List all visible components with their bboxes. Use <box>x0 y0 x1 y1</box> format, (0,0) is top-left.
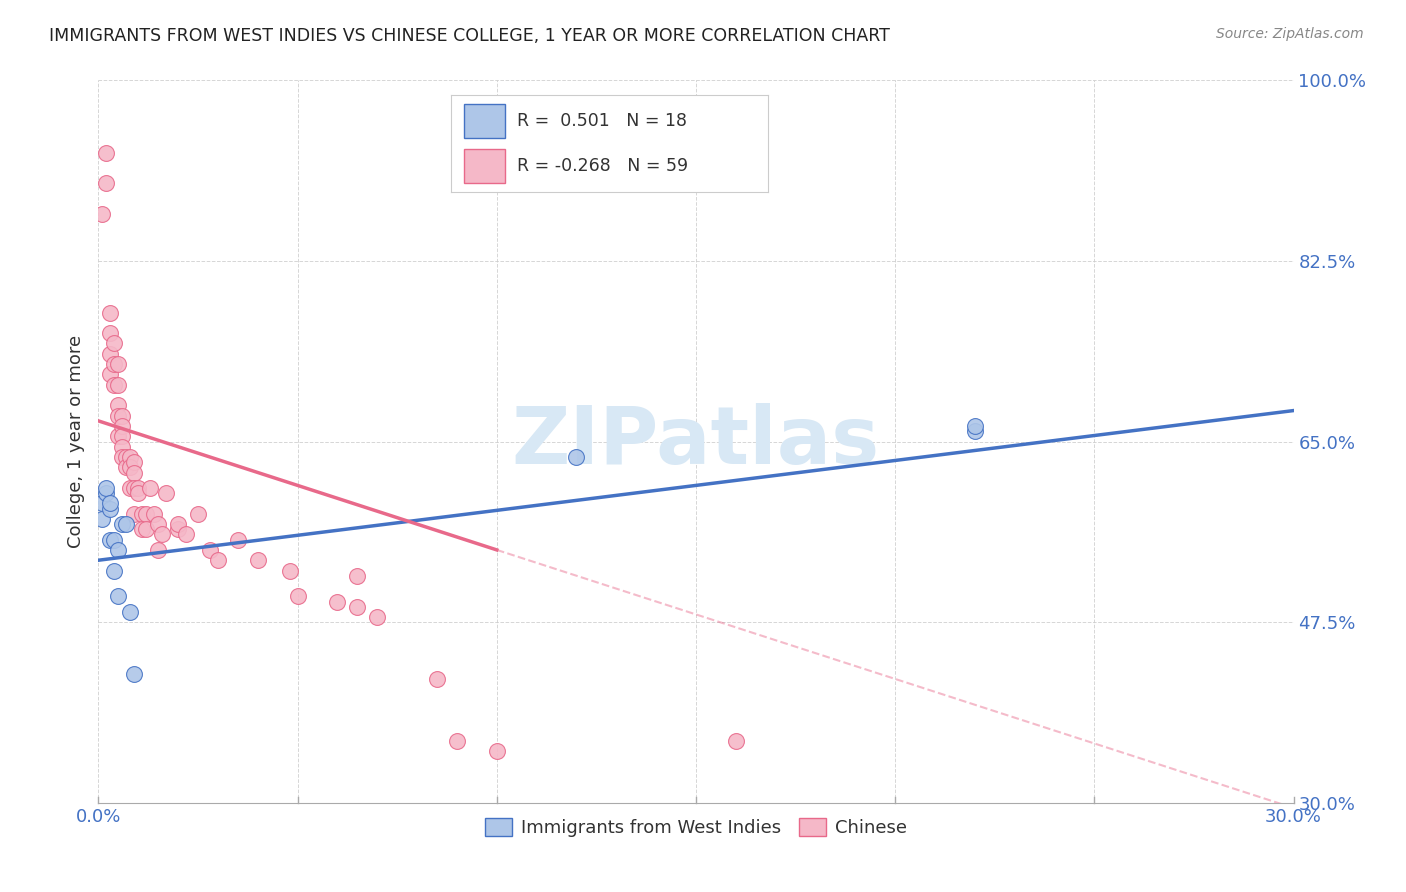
Point <box>96 177 118 191</box>
Point <box>167 517 190 532</box>
Point <box>98 347 122 361</box>
Point <box>124 455 146 469</box>
Point <box>148 542 170 557</box>
Point <box>96 486 118 500</box>
Point <box>107 409 129 423</box>
Point <box>155 486 177 500</box>
Point <box>174 527 197 541</box>
Point <box>98 368 122 382</box>
Point <box>446 734 468 748</box>
Point <box>287 590 309 604</box>
Point <box>167 522 190 536</box>
Point <box>98 496 122 510</box>
Point <box>127 486 149 500</box>
Text: Source: ZipAtlas.com: Source: ZipAtlas.com <box>1216 27 1364 41</box>
Point <box>127 481 149 495</box>
Point <box>135 522 157 536</box>
Text: ZIPatlas: ZIPatlas <box>512 402 880 481</box>
Point <box>207 553 229 567</box>
Point <box>111 450 134 464</box>
Point <box>124 507 146 521</box>
Point <box>91 207 114 221</box>
Point <box>724 734 747 748</box>
Point <box>103 357 125 371</box>
Point <box>135 507 157 521</box>
Point <box>131 522 153 536</box>
Point <box>120 481 142 495</box>
Point <box>963 419 986 434</box>
Point <box>103 564 125 578</box>
Point <box>148 517 170 532</box>
Point <box>120 605 142 619</box>
Point <box>98 326 122 340</box>
Point <box>150 527 173 541</box>
Y-axis label: College, 1 year or more: College, 1 year or more <box>66 335 84 548</box>
Point <box>98 533 122 547</box>
Point <box>346 568 368 582</box>
Point <box>565 450 588 464</box>
Point <box>111 419 134 434</box>
Point <box>346 599 368 614</box>
Point <box>98 501 122 516</box>
Point <box>111 409 134 423</box>
Point <box>107 377 129 392</box>
Point <box>107 429 129 443</box>
Point <box>139 481 162 495</box>
Point <box>115 450 138 464</box>
Point <box>278 564 301 578</box>
Point <box>111 429 134 443</box>
Text: IMMIGRANTS FROM WEST INDIES VS CHINESE COLLEGE, 1 YEAR OR MORE CORRELATION CHART: IMMIGRANTS FROM WEST INDIES VS CHINESE C… <box>49 27 890 45</box>
Point <box>131 507 153 521</box>
Legend: Immigrants from West Indies, Chinese: Immigrants from West Indies, Chinese <box>478 811 914 845</box>
Point <box>426 672 449 686</box>
Point <box>98 305 122 319</box>
Point <box>120 460 142 475</box>
Point <box>187 507 209 521</box>
Point <box>326 594 349 608</box>
Point <box>226 533 249 547</box>
Point <box>111 440 134 454</box>
Point <box>103 336 125 351</box>
Point <box>91 496 114 510</box>
Point <box>111 517 134 532</box>
Point <box>107 542 129 557</box>
Point <box>485 744 508 758</box>
Point <box>124 481 146 495</box>
Point <box>963 424 986 438</box>
Point <box>96 145 118 160</box>
Point <box>107 357 129 371</box>
Point <box>115 460 138 475</box>
Point <box>124 666 146 681</box>
Point <box>366 610 388 624</box>
Point <box>103 533 125 547</box>
Point <box>246 553 269 567</box>
Point <box>120 450 142 464</box>
Point <box>124 466 146 480</box>
Point <box>115 517 138 532</box>
Point <box>107 590 129 604</box>
Point <box>103 377 125 392</box>
Point <box>143 507 166 521</box>
Point <box>96 481 118 495</box>
Point <box>107 398 129 412</box>
Point <box>91 512 114 526</box>
Point <box>198 542 221 557</box>
